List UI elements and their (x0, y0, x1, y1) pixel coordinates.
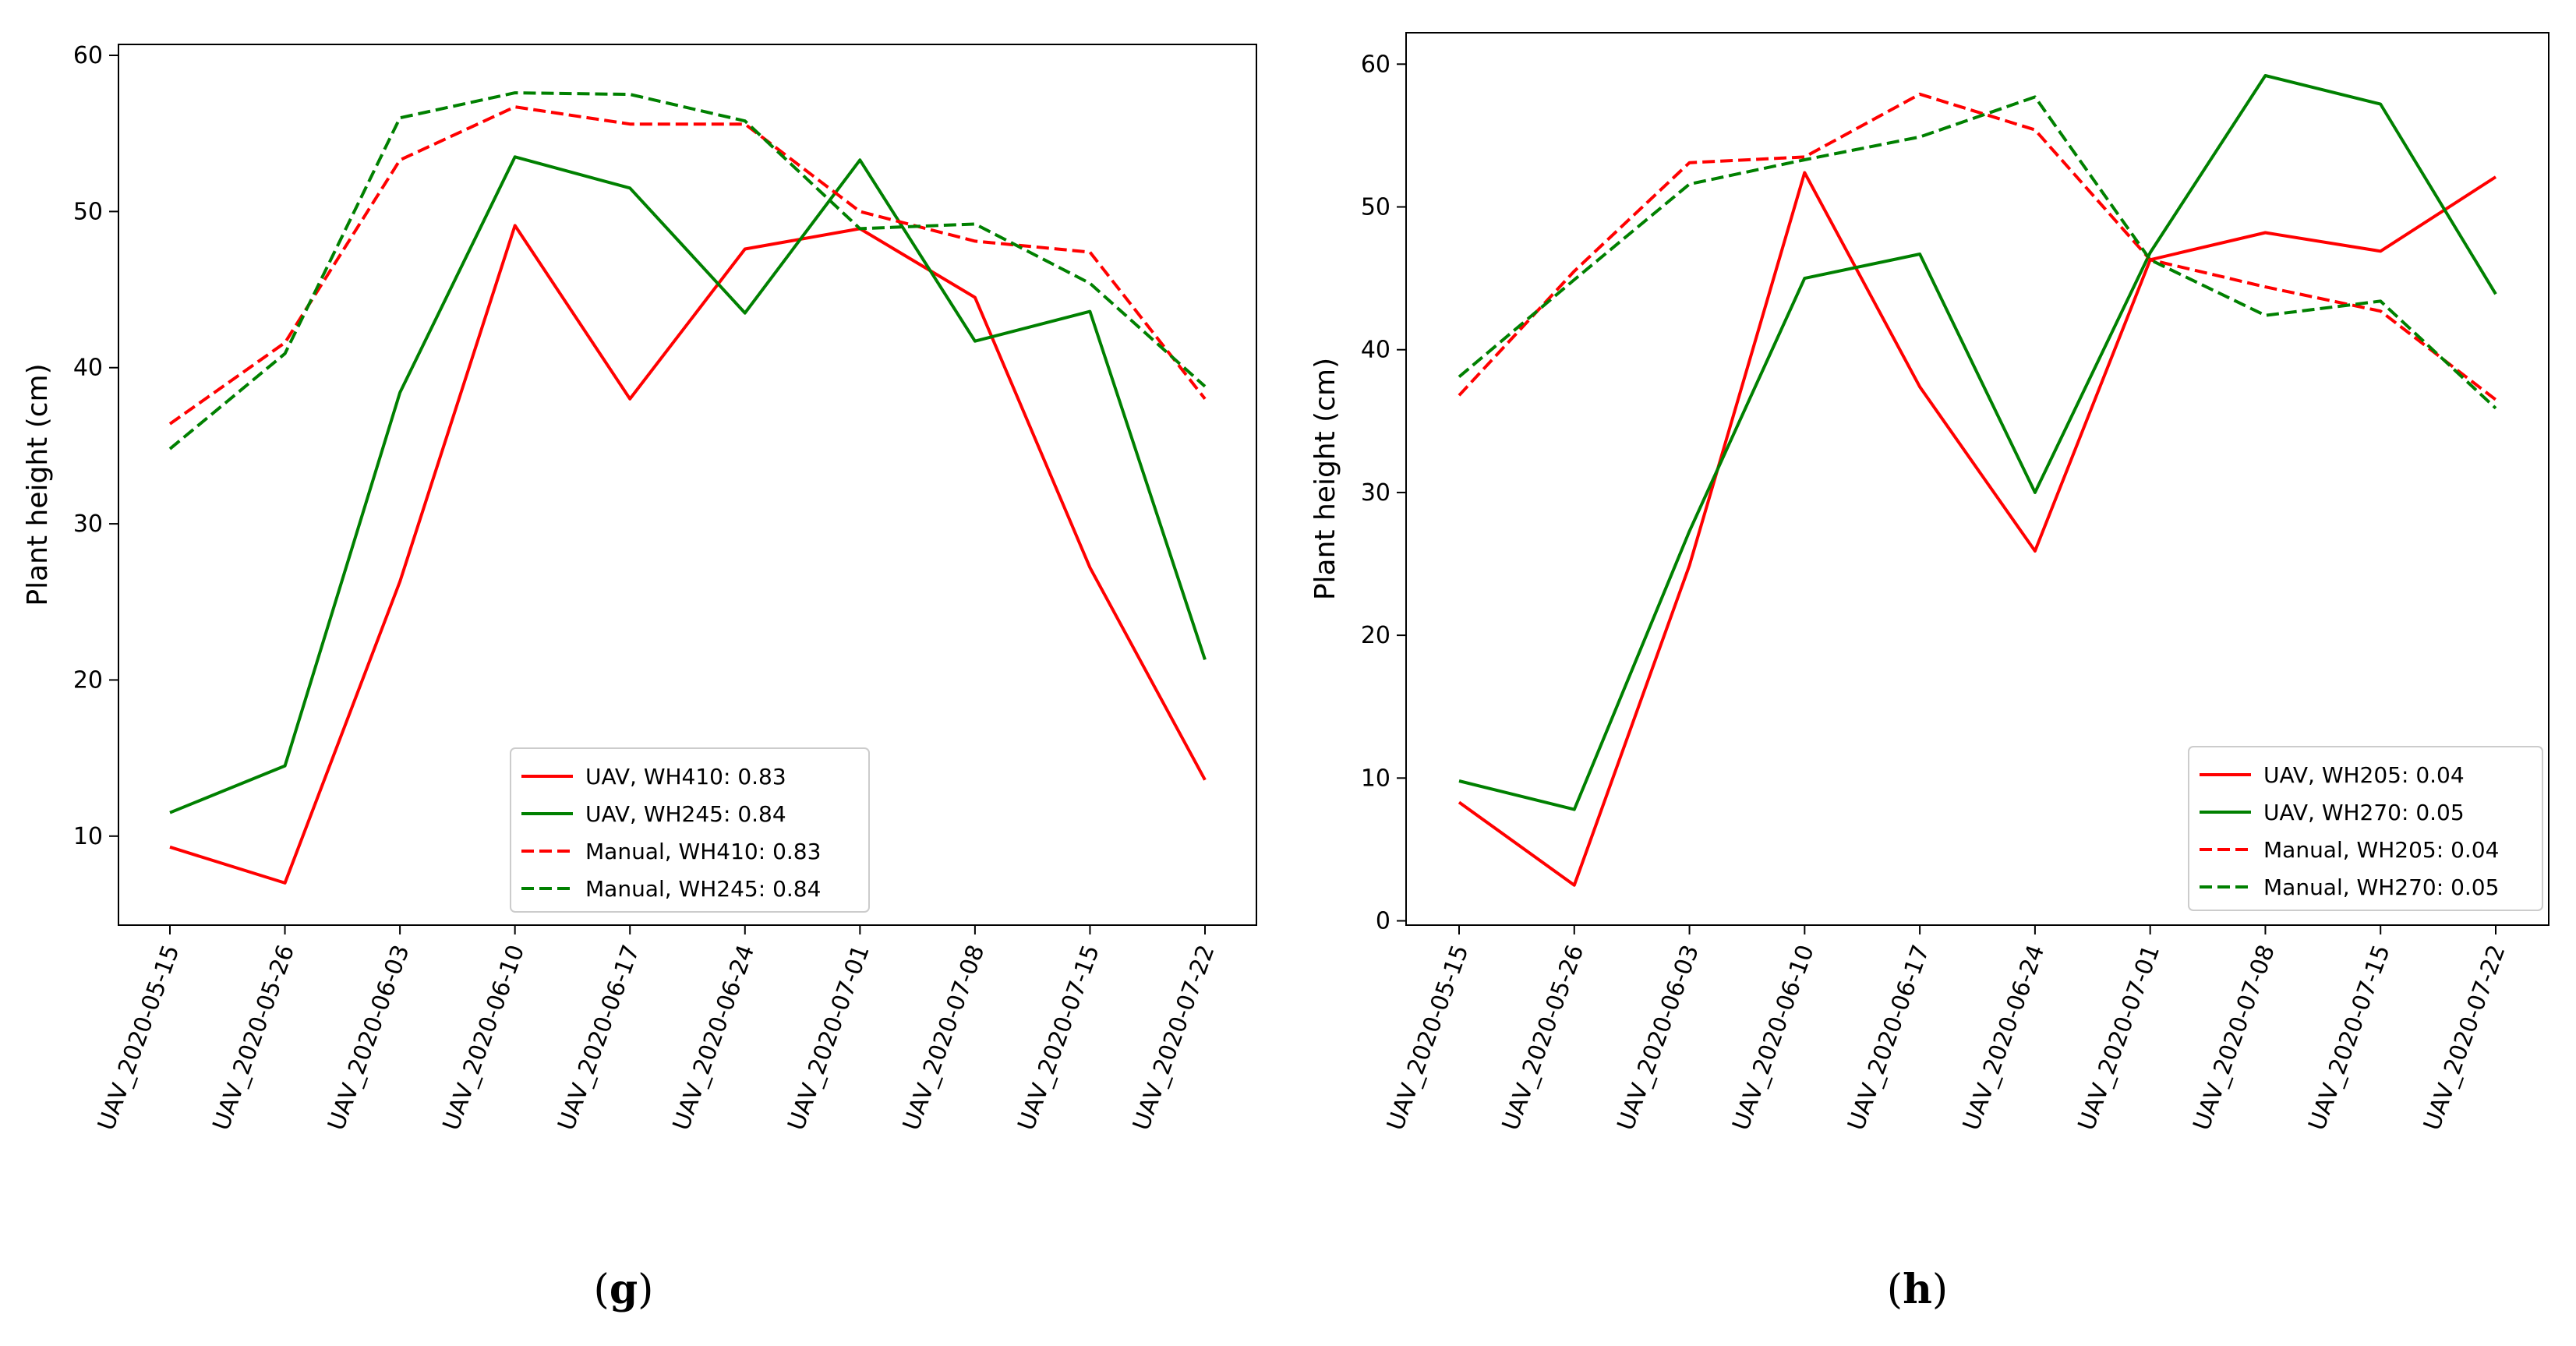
y-tick-label: 50 (73, 198, 103, 225)
legend-box (510, 747, 870, 913)
y-tick-label: 0 (1376, 908, 1390, 935)
x-tick-label: UAV_2020-06-03 (1613, 941, 1705, 1134)
x-tick-label: UAV_2020-06-10 (438, 941, 531, 1134)
legend: UAV, WH205: 0.04 UAV, WH270: 0.05 Manual, … (2188, 746, 2543, 911)
y-tick-label: 50 (1361, 194, 1390, 221)
y-tick-label: 10 (1361, 765, 1390, 792)
legend-entry: Manual, WH410: 0.83 (585, 839, 821, 864)
x-tick-label: UAV_2020-07-22 (2419, 941, 2511, 1134)
x-tick-label: UAV_2020-06-17 (553, 941, 645, 1134)
legend-entry: Manual, WH245: 0.84 (585, 876, 821, 902)
x-tick-label: UAV_2020-07-15 (2303, 941, 2396, 1134)
y-axis-title: Plant height (cm) (1309, 358, 1341, 600)
series-line-4 (168, 91, 1207, 450)
y-axis-title: Plant height (cm) (22, 363, 54, 606)
legend: UAV, WH410: 0.83 UAV, WH245: 0.84 Manual, … (510, 747, 870, 913)
y-tick-label: 30 (1361, 479, 1390, 507)
legend-entry: Manual, WH205: 0.04 (2263, 837, 2499, 863)
legend-entry: UAV, WH245: 0.84 (585, 801, 786, 827)
y-tick-label: 20 (1361, 622, 1390, 649)
series-line-2 (169, 155, 1207, 814)
x-tick-label: UAV_2020-07-08 (898, 941, 991, 1134)
y-tick-label: 60 (1361, 51, 1390, 78)
x-tick-label: UAV_2020-06-24 (668, 941, 761, 1134)
legend-entry: UAV, WH205: 0.04 (2263, 762, 2465, 788)
legend-entry: Manual, WH270: 0.05 (2263, 874, 2499, 900)
y-tick-label: 40 (73, 355, 103, 382)
series-line-3 (168, 105, 1207, 426)
x-tick-label: UAV_2020-05-15 (93, 941, 186, 1134)
series-line-1 (1458, 171, 2497, 887)
y-tick-label: 40 (1361, 337, 1390, 364)
x-tick-label: UAV_2020-07-08 (2188, 941, 2281, 1134)
x-tick-label: UAV_2020-06-24 (1958, 941, 2051, 1134)
series-line-1 (169, 224, 1207, 885)
x-tick-label: UAV_2020-07-01 (2073, 941, 2166, 1134)
chart-panel-g: 10 20 30 40 50 60 UAV_2020-05-15 UAV_2020-05-26… (22, 42, 1257, 1313)
x-tick-label: UAV_2020-06-10 (1727, 941, 1820, 1134)
x-tick-label: UAV_2020-07-15 (1012, 941, 1105, 1134)
y-tick-label: 60 (73, 42, 103, 69)
x-tick-label: UAV_2020-05-15 (1382, 941, 1475, 1134)
series-line-4 (1458, 95, 2497, 410)
legend-box (2188, 746, 2543, 911)
y-tick-label: 10 (73, 823, 103, 850)
x-tick-label: UAV_2020-07-22 (1128, 941, 1221, 1134)
x-tick-label: UAV_2020-05-26 (1497, 941, 1590, 1134)
panel-label: (h) (1887, 1266, 1948, 1313)
plot-frame (118, 44, 1257, 926)
series-line-3 (1458, 92, 2497, 401)
chart-panel-h: 0 10 20 30 40 50 60 UAV_2020-05-15 UAV_2020-05-2… (1309, 32, 2549, 1313)
x-tick-label: UAV_2020-05-26 (208, 941, 301, 1134)
series-line-2 (1458, 74, 2497, 811)
y-tick-label: 30 (73, 510, 103, 538)
x-tick-label: UAV_2020-06-03 (323, 941, 415, 1134)
legend-entry: UAV, WH270: 0.05 (2263, 800, 2465, 825)
x-tick-label: UAV_2020-07-01 (783, 941, 875, 1134)
x-tick-label: UAV_2020-06-17 (1843, 941, 1935, 1134)
panel-label: (g) (594, 1266, 654, 1313)
plot-frame (1405, 32, 2549, 926)
y-tick-label: 20 (73, 666, 103, 694)
legend-entry: UAV, WH410: 0.83 (585, 764, 786, 790)
